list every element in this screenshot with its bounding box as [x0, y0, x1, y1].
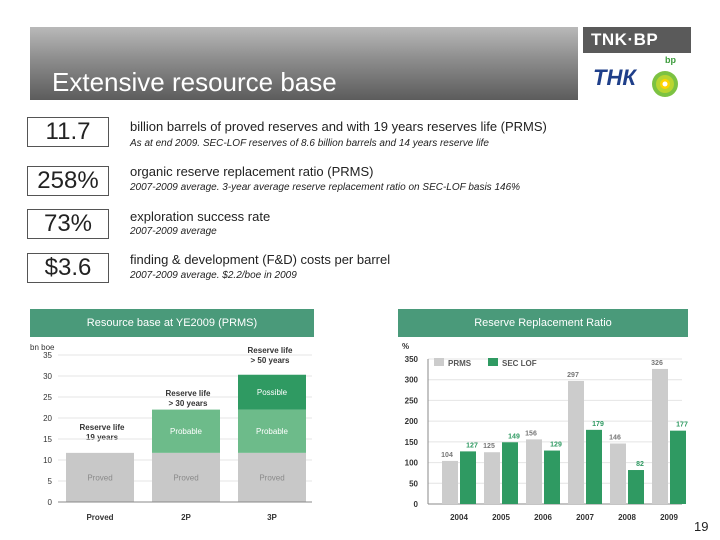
x-tick-label: 2P	[181, 513, 191, 522]
kpi-reserves-text: billion barrels of proved reserves and w…	[130, 119, 547, 134]
bar-prms-2008	[610, 443, 626, 504]
bar-proved-3p	[238, 452, 306, 502]
kpi-replacement-text: organic reserve replacement ratio (PRMS)	[130, 164, 374, 179]
annotation-reserve-life-30: Reserve life > 30 years	[166, 389, 211, 408]
bar-prms-2005	[484, 452, 500, 504]
bar-prms-2007	[568, 380, 584, 504]
data-label: 146	[609, 435, 621, 442]
bar-prms-2006	[526, 439, 542, 504]
tnk-logo-mark: ТНК	[593, 65, 636, 90]
y-tick-label: 100	[405, 459, 419, 468]
kpi-value-exploration: 73%	[27, 209, 109, 239]
bar-prms-2009	[652, 368, 668, 504]
y-tick-label: 0	[414, 500, 419, 509]
data-label: 297	[567, 372, 579, 379]
x-tick-label: 2008	[618, 513, 636, 522]
bar-sec-lof-2004	[460, 451, 476, 504]
slide-title: Extensive resource base	[52, 67, 337, 97]
logo-bar: TNK·BP	[583, 27, 691, 53]
kpi-value-fd-cost: $3.6	[27, 253, 109, 283]
page-number: 19	[694, 519, 709, 534]
x-tick-label: 3P	[267, 513, 277, 522]
y-tick-label: 15	[43, 435, 52, 444]
y-tick-label: 200	[405, 417, 419, 426]
reserve-replacement-chart: % 0 50 100 150 200 250 300 350 PRMS SEC LOF 104 127…	[402, 342, 688, 522]
x-tick-label: Proved	[86, 513, 113, 522]
y-tick-label: 50	[409, 479, 418, 488]
company-logo: TNK·BP ТНК bp	[583, 27, 691, 100]
x-tick-label: 2005	[492, 513, 510, 522]
y-tick-label: 300	[405, 376, 419, 385]
x-tick-label: 2006	[534, 513, 552, 522]
y-axis-label: %	[402, 342, 409, 351]
x-tick-label: 2007	[576, 513, 594, 522]
kpi-value-replacement: 258%	[27, 166, 109, 196]
y-tick-label: 350	[405, 355, 419, 364]
segment-label: Proved	[87, 473, 112, 482]
data-label: 125	[483, 443, 495, 450]
kpi-fd-cost-note: 2007-2009 average. $2.2/boe in 2009	[130, 270, 297, 281]
kpi-value-reserves: 11.7	[27, 117, 109, 147]
bar-prms-2004	[442, 460, 458, 504]
data-label: 179	[592, 421, 604, 428]
x-tick-label: 2009	[660, 513, 678, 522]
segment-label: Probable	[170, 427, 203, 436]
kpi-exploration-note: 2007-2009 average	[130, 226, 217, 237]
annotation-reserve-life-50: Reserve life > 50 years	[248, 346, 293, 365]
left-panel-header: Resource base at YE2009 (PRMS)	[30, 309, 314, 337]
segment-label: Probable	[256, 427, 289, 436]
kpi-reserves-note: As at end 2009. SEC-LOF reserves of 8.6 …	[130, 138, 489, 149]
y-tick-label: 0	[48, 498, 53, 507]
x-tick-label: 2004	[450, 513, 468, 522]
logo-brand-text: TNK·BP	[591, 30, 659, 49]
bar-sec-lof-2007	[586, 429, 602, 504]
segment-label: Proved	[259, 473, 284, 482]
bp-helios-icon	[652, 71, 678, 97]
title-banner: Extensive resource base	[30, 27, 578, 100]
bar-sec-lof-2005	[502, 442, 518, 504]
y-tick-label: 30	[43, 372, 52, 381]
y-axis-label: bn boe	[30, 343, 55, 352]
segment-label: Possible	[257, 388, 288, 397]
legend-label-sec-lof: SEC LOF	[502, 359, 537, 368]
data-label: 156	[525, 430, 537, 437]
y-tick-label: 25	[43, 393, 52, 402]
y-tick-label: 35	[43, 351, 52, 360]
legend-swatch-prms	[434, 358, 444, 366]
bar-possible-3p	[238, 374, 306, 410]
bar-probable-3p	[238, 409, 306, 453]
data-label: 326	[651, 360, 663, 367]
y-tick-label: 10	[43, 456, 52, 465]
bar-probable-2p	[152, 409, 220, 453]
data-label: 82	[636, 461, 644, 468]
annotation-reserve-life-19: Reserve life 19 years	[80, 423, 125, 442]
right-panel-header: Reserve Replacement Ratio	[398, 309, 688, 337]
kpi-replacement-note: 2007-2009 average. 3-year average reserv…	[130, 182, 521, 193]
legend-swatch-sec-lof	[488, 358, 498, 366]
legend-label-prms: PRMS	[448, 359, 472, 368]
data-label: 177	[676, 422, 688, 429]
data-label: 127	[466, 442, 478, 449]
kpi-fd-cost-text: finding & development (F&D) costs per ba…	[130, 252, 391, 267]
data-label: 149	[508, 433, 520, 440]
data-label: 129	[550, 442, 562, 449]
bar-proved-2p	[152, 452, 220, 502]
segment-label: Proved	[173, 473, 198, 482]
bar-sec-lof-2006	[544, 450, 560, 504]
y-tick-label: 5	[48, 477, 53, 486]
bar-sec-lof-2009	[670, 430, 686, 504]
bar-proved-proved	[66, 452, 134, 502]
bar-sec-lof-2008	[628, 470, 644, 504]
resource-base-chart: bn boe Reserve life 19 years Reserve life…	[30, 343, 312, 522]
kpi-exploration-text: exploration success rate	[130, 209, 271, 224]
y-tick-label: 150	[405, 438, 419, 447]
y-tick-label: 250	[405, 396, 419, 405]
y-tick-label: 20	[43, 414, 52, 423]
bp-logo-text: bp	[665, 55, 676, 65]
data-label: 104	[441, 452, 453, 459]
